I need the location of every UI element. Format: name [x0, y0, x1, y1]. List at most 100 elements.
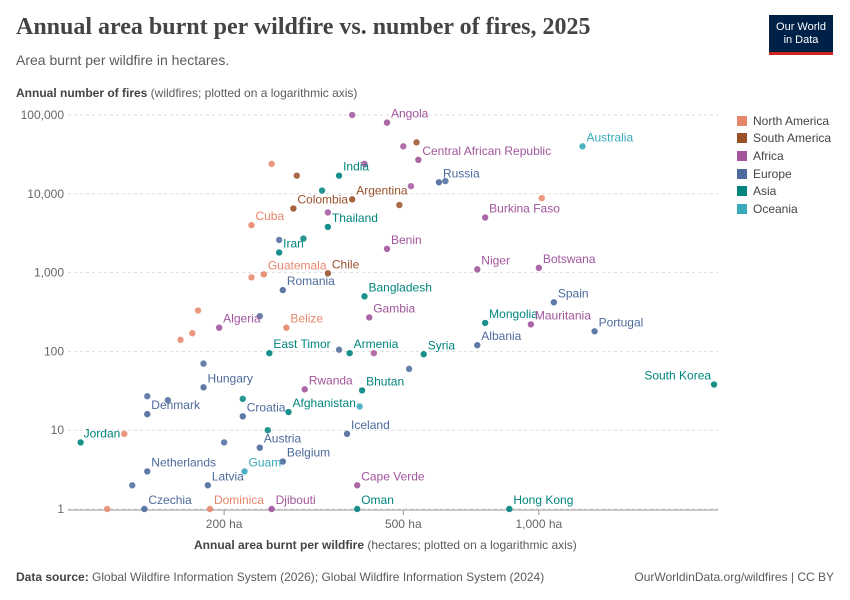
data-point-hong-kong[interactable] — [506, 505, 513, 513]
data-point-belize[interactable] — [283, 324, 290, 331]
data-point-albania[interactable] — [474, 341, 481, 349]
data-point-botswana[interactable] — [535, 264, 543, 272]
data-point[interactable] — [348, 111, 356, 119]
data-point[interactable] — [264, 427, 271, 434]
point-label-iran: Iran — [283, 236, 304, 250]
data-point-iceland[interactable] — [343, 430, 351, 438]
data-point[interactable] — [248, 274, 255, 281]
data-point[interactable] — [407, 182, 415, 190]
data-point-cuba[interactable] — [248, 221, 255, 229]
data-point[interactable] — [300, 235, 307, 242]
data-point[interactable] — [239, 395, 246, 403]
data-point[interactable] — [200, 360, 207, 367]
data-point[interactable] — [129, 482, 136, 489]
data-point-denmark[interactable] — [144, 410, 151, 418]
data-point-angola[interactable] — [383, 119, 391, 126]
data-point-chile[interactable] — [324, 270, 332, 277]
data-point[interactable] — [268, 160, 275, 168]
legend-item-europe[interactable]: Europe — [737, 165, 831, 183]
data-point[interactable] — [164, 397, 172, 404]
data-point[interactable] — [356, 403, 363, 410]
data-point[interactable] — [121, 430, 128, 438]
legend[interactable]: North America South America Africa Europe As… — [737, 112, 831, 218]
data-point-spain[interactable] — [550, 299, 558, 306]
data-point-mauritania[interactable] — [527, 321, 535, 328]
data-point[interactable] — [396, 201, 403, 209]
data-point-romania[interactable] — [279, 286, 287, 294]
data-point[interactable] — [293, 172, 300, 179]
data-point-bangladesh[interactable] — [361, 293, 368, 300]
data-point-mongolia[interactable] — [481, 319, 489, 327]
point-label-guam: Guam — [249, 455, 282, 469]
data-point[interactable] — [400, 143, 407, 150]
point-label-burkina-faso: Burkina Faso — [489, 202, 560, 216]
data-point-burkina-faso[interactable] — [481, 214, 489, 221]
data-point[interactable] — [370, 349, 378, 357]
data-point-syria[interactable] — [420, 351, 427, 358]
data-point[interactable] — [361, 160, 368, 168]
data-point-niger[interactable] — [474, 266, 481, 273]
data-point[interactable] — [324, 209, 332, 216]
owid-logo[interactable]: Our World in Data — [769, 15, 833, 55]
data-point-belgium[interactable] — [279, 458, 287, 465]
data-point-central-african-republic[interactable] — [415, 156, 422, 164]
data-point-russia[interactable] — [435, 179, 443, 186]
legend-item-south-america[interactable]: South America — [737, 130, 831, 148]
point-label-benin: Benin — [391, 233, 422, 247]
data-point-austria[interactable] — [256, 444, 263, 451]
data-point[interactable] — [335, 346, 343, 353]
data-point-bhutan[interactable] — [358, 387, 366, 394]
data-point-netherlands[interactable] — [144, 468, 151, 475]
data-point-south-korea[interactable] — [710, 381, 718, 388]
data-point[interactable] — [413, 139, 420, 146]
data-point-guatemala[interactable] — [260, 271, 268, 278]
data-point[interactable] — [256, 312, 263, 320]
data-point-croatia[interactable] — [239, 413, 246, 420]
data-point-czechia[interactable] — [141, 505, 148, 513]
data-point[interactable] — [405, 365, 413, 373]
legend-item-africa[interactable]: Africa — [737, 147, 831, 165]
data-point-argentina[interactable] — [348, 196, 356, 203]
data-point-djibouti[interactable] — [268, 505, 275, 513]
data-point-east-timor[interactable] — [266, 349, 273, 357]
point-label-algeria: Algeria — [223, 312, 261, 326]
data-point[interactable] — [189, 330, 196, 337]
data-point-india[interactable] — [335, 172, 343, 179]
point-label-portugal: Portugal — [599, 315, 644, 329]
data-point-guam[interactable] — [241, 468, 248, 475]
data-point[interactable] — [442, 177, 449, 185]
data-point[interactable] — [220, 439, 228, 446]
data-point[interactable] — [144, 393, 151, 400]
data-point-australia[interactable] — [579, 143, 586, 150]
data-point-benin[interactable] — [383, 245, 391, 253]
data-point[interactable] — [194, 307, 202, 314]
data-point-thailand[interactable] — [324, 223, 332, 231]
data-point-colombia[interactable] — [290, 205, 297, 212]
data-point-rwanda[interactable] — [301, 386, 308, 393]
data-point-jordan[interactable] — [77, 439, 84, 446]
point-label-afghanistan: Afghanistan — [293, 396, 356, 410]
data-point-oman[interactable] — [354, 505, 361, 513]
data-point-armenia[interactable] — [346, 349, 353, 357]
data-point-algeria[interactable] — [215, 324, 223, 331]
data-point-dominica[interactable] — [206, 505, 214, 513]
data-point[interactable] — [318, 187, 326, 194]
data-point-gambia[interactable] — [366, 314, 373, 321]
legend-item-oceania[interactable]: Oceania — [737, 200, 831, 218]
point-labels: Angola Australia Central African Republic I… — [84, 107, 712, 507]
data-point-hungary[interactable] — [200, 384, 207, 391]
data-point-latvia[interactable] — [204, 482, 212, 489]
site-link[interactable]: OurWorldinData.org/wildfires | CC BY — [634, 570, 834, 584]
data-point[interactable] — [104, 505, 111, 513]
data-point[interactable] — [275, 236, 283, 244]
data-point-portugal[interactable] — [591, 328, 598, 335]
legend-item-asia[interactable]: Asia — [737, 182, 831, 200]
legend-item-north-america[interactable]: North America — [737, 112, 831, 130]
data-point[interactable] — [538, 194, 545, 202]
data-point-afghanistan[interactable] — [285, 408, 292, 416]
data-point-iran[interactable] — [275, 249, 283, 256]
data-point-cape-verde[interactable] — [354, 482, 361, 489]
legend-swatch — [737, 203, 747, 214]
data-point[interactable] — [177, 336, 184, 344]
